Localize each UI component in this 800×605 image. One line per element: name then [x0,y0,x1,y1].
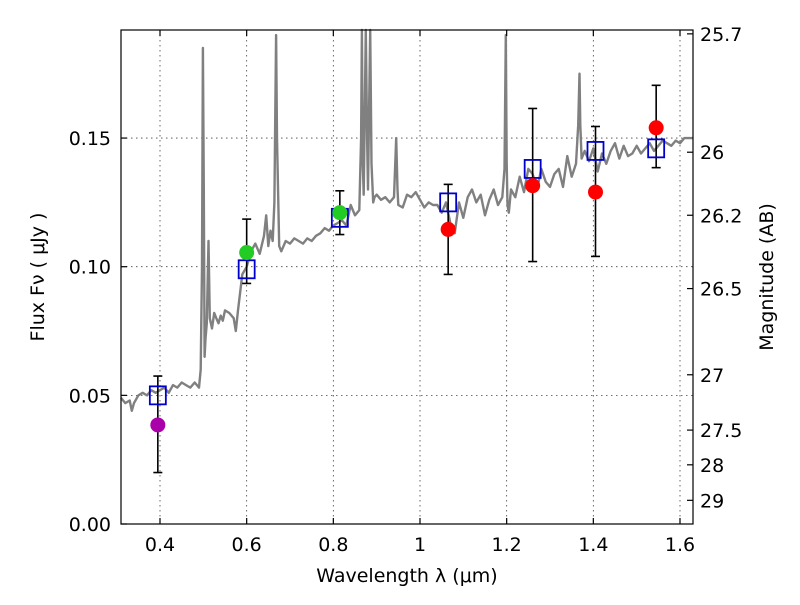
observed-point [239,245,255,261]
right-tick-label: 27 [700,365,724,387]
observed-point [150,417,166,433]
model-photometry-square [647,138,666,159]
plot-frame [120,29,694,525]
observed-point [525,178,541,194]
observed-point [588,184,603,200]
y-tick-label: 0.10 [69,257,111,279]
x-tick-label: 0.6 [232,534,262,556]
right-tick-label: 26.2 [700,205,742,227]
model-photometry-square [523,159,542,179]
right-tick-label: 28 [700,455,724,477]
x-tick-label: 0.4 [145,534,175,556]
grid-lines [121,30,693,524]
x-tick-label: 1 [414,534,426,556]
x-axis-title: Wavelength λ (μm) [316,565,497,587]
x-tick-label: 1.2 [492,534,522,556]
observed-points [150,120,664,433]
right-tick-labels: 25.7 26 26.2 26.5 27 27.5 28 29 [700,24,742,512]
model-photometry-square [439,192,458,213]
right-tick-label: 25.7 [700,24,742,46]
observed-point [332,205,348,221]
y-tick-label: 0.00 [69,514,111,536]
right-tick-label: 29 [700,490,724,512]
observed-point [648,120,664,136]
right-tick-label: 27.5 [700,420,742,442]
right-axis-title: Magnitude (AB) [756,203,778,351]
x-tick-label: 0.8 [318,534,348,556]
model-photometry-square [237,259,256,280]
model-photometry-square [148,385,167,406]
axis-ticks [121,30,693,525]
model-spectrum-line [120,28,693,412]
x-tick-label: 1.4 [578,534,608,556]
y-tick-label: 0.15 [69,128,111,150]
y-tick-labels: 0.00 0.05 0.10 0.15 [69,128,111,536]
x-tick-labels: 0.4 0.6 0.8 1 1.2 1.4 1.6 [145,534,695,556]
model-photometry-square [586,141,605,161]
y-tick-label: 0.05 [69,385,111,407]
right-tick-label: 26.5 [700,279,742,301]
right-tick-label: 26 [700,142,724,164]
x-tick-label: 1.6 [665,534,695,556]
plot-background [121,30,693,524]
model-spectrum [120,28,693,412]
y-axis-title: Flux Fν ( μJy ) [27,213,49,342]
observed-point [440,221,456,237]
